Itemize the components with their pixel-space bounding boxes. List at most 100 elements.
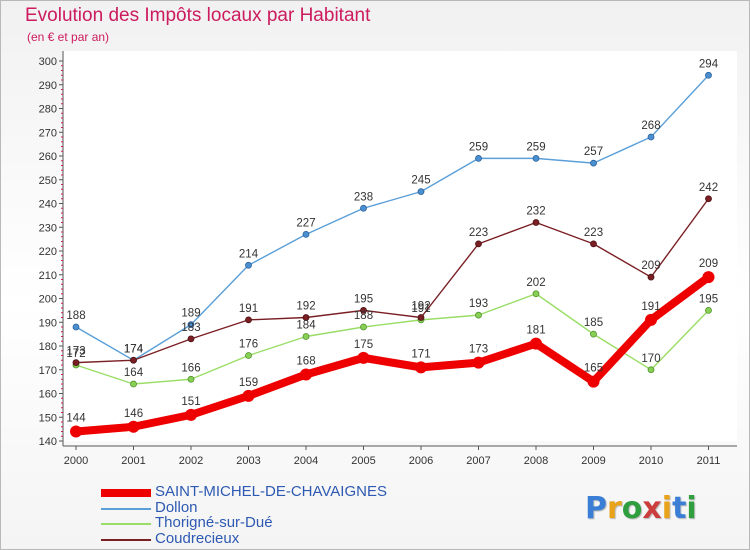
data-point bbox=[72, 359, 80, 367]
data-point bbox=[647, 366, 655, 374]
data-label: 184 bbox=[296, 320, 316, 332]
data-label: 214 bbox=[239, 248, 259, 260]
chart-subtitle: (en € et par an) bbox=[27, 30, 110, 44]
y-tick-label: 170 bbox=[39, 365, 57, 377]
data-label: 191 bbox=[239, 303, 258, 315]
data-point bbox=[72, 323, 80, 331]
data-label: 209 bbox=[699, 258, 718, 270]
y-tick-label: 140 bbox=[39, 436, 57, 448]
data-point bbox=[475, 154, 482, 162]
data-point bbox=[185, 408, 197, 421]
logo-letter: i bbox=[661, 491, 673, 526]
data-point bbox=[242, 389, 255, 402]
data-label: 195 bbox=[699, 293, 718, 305]
data-point bbox=[360, 204, 367, 212]
data-label: 192 bbox=[296, 301, 315, 313]
data-point bbox=[415, 361, 427, 374]
x-tick-label: 2004 bbox=[294, 455, 318, 467]
data-label: 166 bbox=[181, 362, 200, 374]
legend-swatch-saint-michel bbox=[101, 489, 151, 497]
logo-letter: t bbox=[672, 491, 687, 526]
data-point bbox=[590, 240, 597, 248]
data-point bbox=[302, 230, 310, 238]
data-label: 294 bbox=[699, 58, 719, 70]
data-label: 257 bbox=[584, 146, 603, 158]
data-label: 193 bbox=[469, 298, 488, 310]
series-line bbox=[75, 293, 710, 385]
data-label: 173 bbox=[469, 344, 488, 356]
data-label: 188 bbox=[66, 310, 85, 322]
data-point bbox=[590, 330, 597, 338]
data-label: 259 bbox=[469, 141, 488, 153]
chart-title: Evolution des Impôts locaux par Habitant bbox=[25, 5, 371, 26]
data-label: 165 bbox=[584, 363, 603, 375]
proxiti-logo: Proxiti bbox=[585, 491, 697, 526]
y-tick-label: 270 bbox=[39, 127, 57, 139]
data-label: 195 bbox=[354, 293, 373, 305]
data-point bbox=[702, 271, 715, 284]
data-label: 188 bbox=[354, 310, 373, 322]
legend-item-thorigne-sur-due: Thorigné-sur-Dué bbox=[101, 514, 431, 532]
data-point bbox=[417, 314, 425, 321]
legend-label-dollon: Dollon bbox=[155, 499, 198, 516]
data-label: 159 bbox=[239, 377, 258, 389]
data-label: 170 bbox=[641, 353, 660, 365]
data-point bbox=[587, 375, 600, 388]
data-label: 174 bbox=[124, 343, 144, 355]
data-point bbox=[300, 368, 312, 381]
y-tick-label: 230 bbox=[39, 222, 57, 234]
data-label: 164 bbox=[124, 367, 144, 379]
data-label: 176 bbox=[239, 339, 258, 351]
data-label: 238 bbox=[354, 191, 373, 203]
data-point bbox=[187, 375, 195, 383]
logo-letter: i bbox=[686, 491, 697, 526]
data-point bbox=[360, 306, 367, 314]
data-point bbox=[645, 313, 657, 326]
data-label: 223 bbox=[469, 227, 488, 239]
data-label: 183 bbox=[181, 322, 200, 334]
y-tick-label: 160 bbox=[39, 389, 57, 401]
y-tick-label: 190 bbox=[39, 317, 57, 329]
data-label: 146 bbox=[124, 408, 143, 420]
y-tick-label: 210 bbox=[39, 270, 57, 282]
data-label: 245 bbox=[411, 175, 430, 187]
data-label: 202 bbox=[526, 277, 545, 289]
data-label: 227 bbox=[296, 217, 315, 229]
x-tick-label: 2001 bbox=[121, 455, 145, 467]
x-tick-label: 2007 bbox=[466, 455, 490, 467]
data-label: 185 bbox=[584, 317, 603, 329]
data-label: 144 bbox=[66, 413, 86, 425]
y-tick-label: 220 bbox=[39, 246, 57, 258]
series-line bbox=[75, 198, 710, 364]
data-label: 171 bbox=[411, 348, 430, 360]
legend-swatch-coudrecieux bbox=[101, 539, 151, 541]
data-label: 172 bbox=[66, 348, 85, 360]
data-point bbox=[187, 335, 195, 343]
data-point bbox=[302, 333, 310, 340]
data-point bbox=[127, 420, 140, 433]
data-label: 191 bbox=[411, 303, 430, 315]
data-label: 181 bbox=[526, 325, 545, 337]
data-point bbox=[532, 290, 540, 298]
data-label: 192 bbox=[411, 301, 430, 313]
x-tick-label: 2011 bbox=[697, 455, 721, 467]
x-tick-label: 2002 bbox=[179, 455, 203, 467]
series-line bbox=[72, 273, 713, 436]
data-label: 259 bbox=[526, 141, 545, 153]
y-tick-label: 150 bbox=[39, 412, 57, 424]
data-label: 151 bbox=[181, 396, 200, 408]
data-point bbox=[357, 351, 370, 364]
data-point bbox=[245, 261, 252, 269]
data-label: 209 bbox=[641, 260, 660, 272]
x-tick-label: 2000 bbox=[64, 455, 88, 467]
legend-label-saint-michel: SAINT-MICHEL-DE-CHAVAIGNES bbox=[155, 483, 387, 500]
data-label: 175 bbox=[354, 339, 373, 351]
data-point bbox=[130, 380, 137, 388]
x-tick-label: 2003 bbox=[236, 455, 260, 467]
logo-letter: r bbox=[607, 491, 622, 526]
data-point bbox=[245, 352, 252, 359]
legend-label-coudrecieux: Coudrecieux bbox=[155, 530, 240, 547]
x-tick-label: 2005 bbox=[351, 455, 375, 467]
